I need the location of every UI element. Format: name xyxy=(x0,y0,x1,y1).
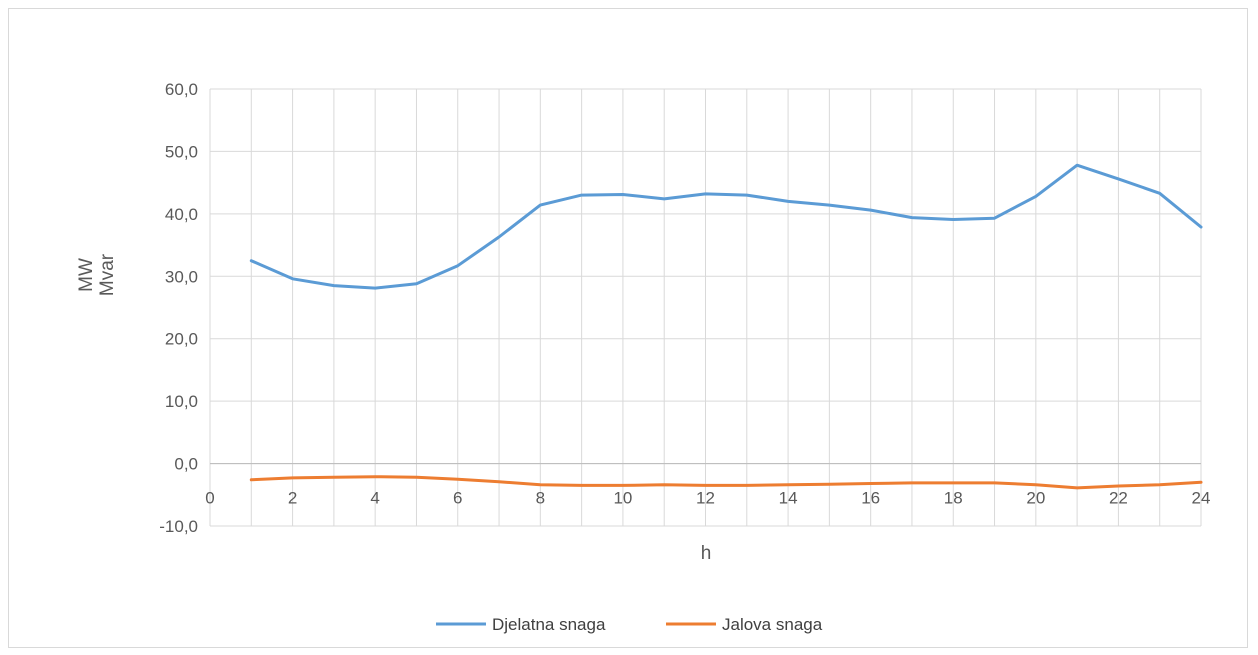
x-tick-label: 4 xyxy=(370,489,379,508)
x-tick-label: 8 xyxy=(536,489,545,508)
legend-item-djelatna-snaga: Djelatna snaga xyxy=(436,615,606,634)
y-tick-label: 60,0 xyxy=(165,80,198,99)
y-tick-label: 10,0 xyxy=(165,392,198,411)
x-tick-label: 18 xyxy=(944,489,963,508)
y-axis-title: MW Mvar xyxy=(76,253,118,296)
y-axis-title-line-1: MW xyxy=(76,258,97,292)
x-tick-label: 14 xyxy=(779,489,798,508)
y-tick-label: 30,0 xyxy=(165,267,198,286)
y-tick-label: 40,0 xyxy=(165,205,198,224)
legend-item-jalova-snaga: Jalova snaga xyxy=(666,615,823,634)
legend: Djelatna snaga Jalova snaga xyxy=(436,615,823,634)
series-line-0 xyxy=(249,163,1203,290)
x-axis-title: h xyxy=(701,543,712,564)
tick-labels: -10,00,010,020,030,040,050,060,00 2 4 6 8 10 1… xyxy=(159,80,1210,536)
x-tick-label: 10 xyxy=(613,489,632,508)
x-tick-label: 22 xyxy=(1109,489,1128,508)
x-tick-label: 20 xyxy=(1026,489,1045,508)
x-tick-label: 6 xyxy=(453,489,462,508)
y-tick-label: 0,0 xyxy=(174,455,198,474)
y-tick-label: 20,0 xyxy=(165,330,198,349)
x-tick-label: 0 xyxy=(205,489,214,508)
grid-lines xyxy=(209,88,1202,527)
x-tick-label: 12 xyxy=(696,489,715,508)
y-tick-label: 50,0 xyxy=(165,142,198,161)
y-axis-title-line-2: Mvar xyxy=(97,253,118,296)
legend-label-djelatna-snaga: Djelatna snaga xyxy=(492,615,606,634)
series-line-1 xyxy=(249,475,1203,490)
series-lines xyxy=(249,163,1203,490)
legend-label-jalova-snaga: Jalova snaga xyxy=(722,615,823,634)
x-tick-label: 2 xyxy=(288,489,297,508)
x-tick-label: 24 xyxy=(1192,489,1211,508)
chart-frame xyxy=(8,8,1248,648)
x-tick-label: 16 xyxy=(861,489,880,508)
y-tick-label: -10,0 xyxy=(159,517,198,536)
